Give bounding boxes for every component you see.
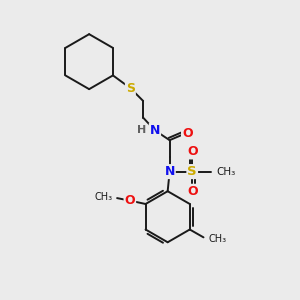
Text: CH₃: CH₃ (208, 234, 226, 244)
Text: H: H (137, 125, 146, 135)
Text: S: S (188, 165, 197, 178)
Text: CH₃: CH₃ (94, 192, 112, 202)
Text: O: O (124, 194, 135, 207)
Text: S: S (126, 82, 135, 95)
Text: N: N (150, 124, 160, 137)
Text: N: N (164, 165, 175, 178)
Text: O: O (187, 185, 197, 198)
Text: O: O (187, 146, 197, 158)
Text: O: O (182, 127, 193, 140)
Text: CH₃: CH₃ (217, 167, 236, 177)
